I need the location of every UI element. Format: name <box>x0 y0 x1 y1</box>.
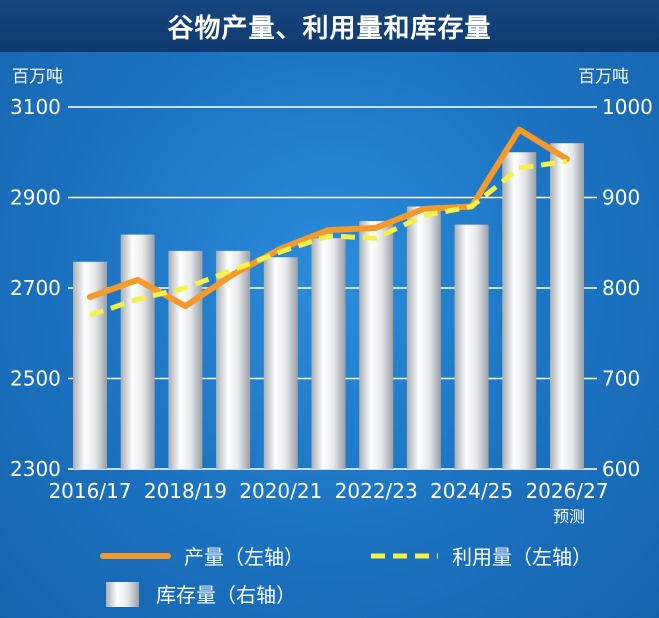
production-line <box>87 126 570 310</box>
right-tick-label: 800 <box>602 276 640 300</box>
x-tick-label: 2022/23 <box>335 479 418 503</box>
stock-bar <box>263 257 298 469</box>
legend: 产量（左轴） 利用量（左轴） 库存量（右轴） <box>100 545 592 607</box>
left-tick-label: 2700 <box>10 276 61 300</box>
left-tick-label: 2900 <box>10 186 61 210</box>
right-tick-label: 700 <box>602 367 640 391</box>
legend-stock-swatch <box>106 582 139 607</box>
left-axis-unit: 百万吨 <box>12 67 63 87</box>
right-tick-label: 1000 <box>602 95 653 119</box>
legend-production-label: 产量（左轴） <box>184 545 304 569</box>
chart-title: 谷物产量、利用量和库存量 <box>167 13 492 44</box>
legend-utilization-label: 利用量（左轴） <box>452 545 592 569</box>
x-tick-label: 2020/21 <box>239 479 322 503</box>
stock-bar <box>454 224 489 469</box>
left-tick-label: 2300 <box>10 457 61 481</box>
right-tick-label: 900 <box>602 186 640 210</box>
x-tick-label: 2016/17 <box>48 479 131 503</box>
stock-bars <box>73 143 584 470</box>
series-lines <box>87 126 570 318</box>
stock-bar <box>550 143 584 469</box>
x-tick-label: 2018/19 <box>144 479 227 503</box>
stock-bar <box>311 238 346 469</box>
utilization-line <box>89 158 568 318</box>
x-tick-label: 2026/27 <box>525 479 608 503</box>
title-bar: 谷物产量、利用量和库存量 <box>0 0 659 52</box>
right-axis-unit: 百万吨 <box>578 67 629 87</box>
left-tick-label: 2500 <box>10 367 61 391</box>
left-tick-label: 3100 <box>10 95 61 119</box>
right-tick-label: 600 <box>602 457 640 481</box>
legend-stock-label: 库存量（右轴） <box>156 583 296 607</box>
stock-bar <box>359 221 394 469</box>
stock-bar <box>502 152 537 469</box>
stock-bar <box>406 206 441 470</box>
forecast-note: 预测 <box>553 507 585 526</box>
axes: 百万吨 百万吨 3100 2900 2700 2500 2300 1000 900 800 700 6… <box>10 67 653 526</box>
stock-bar <box>216 250 251 469</box>
x-tick-label: 2024/25 <box>430 479 513 503</box>
stock-bar <box>120 234 155 469</box>
